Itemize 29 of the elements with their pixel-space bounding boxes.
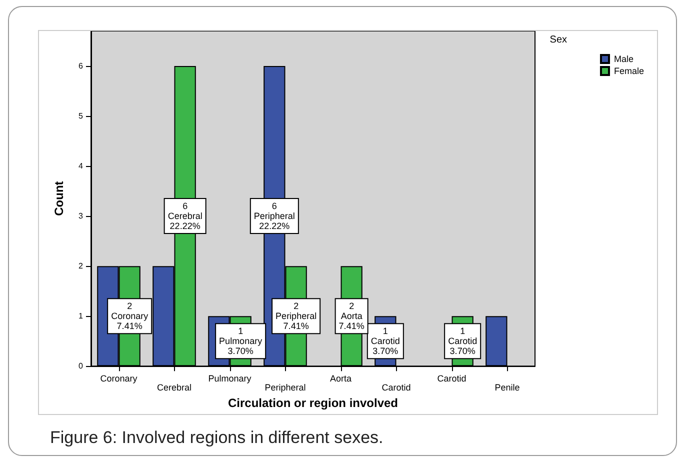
- data-label: 2 Coronary 7.41%: [111, 301, 149, 332]
- y-tick-label: 4: [78, 162, 84, 171]
- y-tick-label: 3: [78, 212, 84, 221]
- data-label: 6 Peripheral 22.22%: [254, 201, 295, 232]
- data-label: 2 Peripheral 7.41%: [276, 301, 317, 332]
- y-tick-label: 2: [78, 262, 84, 271]
- x-tick-label: Aorta: [330, 374, 352, 384]
- data-label: 6 Cerebral 22.22%: [168, 201, 202, 232]
- y-tick-label: 5: [78, 112, 84, 121]
- x-tick-label: Peripheral: [264, 382, 306, 393]
- y-tick-label: 6: [78, 62, 84, 71]
- x-tick-label: Carotid: [382, 382, 411, 393]
- x-tick-label: Pulmonary: [208, 374, 252, 384]
- data-label: 1 Carotid 3.70%: [370, 326, 400, 356]
- data-label: 1 Carotid 3.70%: [448, 326, 478, 356]
- legend-label: Male: [614, 54, 634, 64]
- y-tick-label: 1: [78, 312, 84, 321]
- legend-title: Sex: [550, 34, 568, 46]
- x-tick-label: Carotid: [437, 374, 466, 384]
- data-label: 1 Pulmonary 3.70%: [219, 326, 263, 356]
- x-tick-label: Penile: [494, 382, 520, 393]
- y-axis-title: Count: [52, 181, 66, 216]
- caption: Figure 6: Involved regions in different sexes.: [50, 428, 384, 448]
- x-tick-label: Coronary: [100, 374, 138, 384]
- data-label: 2 Aorta 7.41%: [338, 301, 364, 332]
- y-tick-label: 0: [78, 362, 84, 371]
- x-tick-label: Cerebral: [156, 382, 192, 393]
- x-axis-title: Circulation or region involved: [228, 396, 398, 410]
- legend-label: Female: [614, 66, 644, 76]
